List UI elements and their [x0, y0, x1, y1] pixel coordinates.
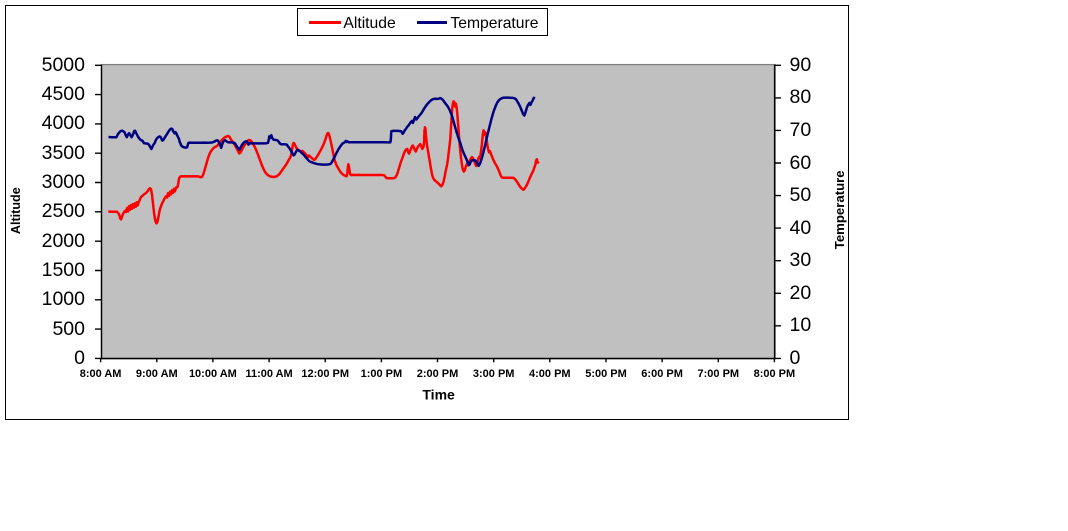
- svg-text:Altitude: Altitude: [9, 187, 23, 234]
- svg-text:Temperature: Temperature: [832, 170, 847, 249]
- svg-text:Time: Time: [422, 386, 455, 402]
